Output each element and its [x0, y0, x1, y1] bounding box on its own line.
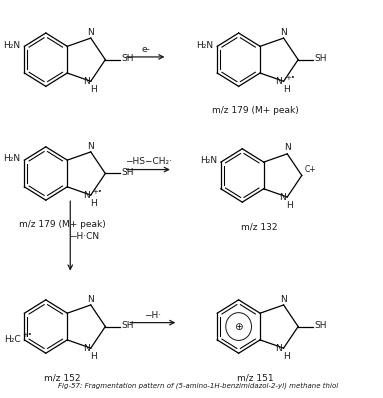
- Text: H₂N: H₂N: [3, 154, 21, 163]
- Text: H: H: [90, 352, 97, 361]
- Text: Fig-57: Fragmentation pattern of (5-amino-1H-benzimidazol-2-yl) methane thiol: Fig-57: Fragmentation pattern of (5-amin…: [58, 382, 339, 389]
- Text: ⊕: ⊕: [234, 322, 243, 332]
- Text: C+: C+: [304, 165, 316, 174]
- Text: m/z 132: m/z 132: [241, 222, 277, 231]
- Text: N: N: [276, 77, 282, 86]
- Text: SH: SH: [121, 168, 134, 177]
- Text: SH: SH: [314, 321, 327, 330]
- Text: −HS−CH₂·: −HS−CH₂·: [124, 157, 172, 166]
- Text: H₂N: H₂N: [196, 41, 213, 49]
- Text: −H·CN: −H·CN: [69, 232, 99, 241]
- Text: H₂N: H₂N: [3, 41, 21, 49]
- Text: N: N: [279, 193, 286, 201]
- Text: H: H: [283, 352, 290, 361]
- Text: N: N: [83, 343, 90, 353]
- Text: H: H: [286, 201, 293, 210]
- Text: H₂C: H₂C: [4, 336, 21, 344]
- Text: m/z 179 (M+ peak): m/z 179 (M+ peak): [19, 220, 106, 229]
- Text: +•: +•: [285, 75, 295, 81]
- Text: N: N: [83, 191, 90, 199]
- Text: N: N: [83, 77, 90, 86]
- Text: N: N: [87, 28, 94, 37]
- Text: N: N: [87, 142, 94, 150]
- Text: m/z 151: m/z 151: [237, 373, 273, 382]
- Text: H₂N: H₂N: [200, 156, 217, 165]
- Text: N: N: [276, 343, 282, 353]
- Text: H: H: [90, 85, 97, 94]
- Text: N: N: [284, 144, 291, 152]
- Text: −H·: −H·: [144, 312, 161, 320]
- Text: N: N: [87, 295, 94, 304]
- Text: N: N: [280, 295, 287, 304]
- Text: +•: +•: [23, 332, 33, 338]
- Text: m/z 179 (M+ peak): m/z 179 (M+ peak): [212, 106, 299, 115]
- Text: SH: SH: [121, 321, 134, 330]
- Text: N: N: [280, 28, 287, 37]
- Text: SH: SH: [314, 54, 327, 63]
- Text: m/z 152: m/z 152: [44, 373, 81, 382]
- Text: e-: e-: [141, 45, 150, 54]
- Text: H: H: [90, 199, 97, 208]
- Text: +•: +•: [92, 189, 102, 195]
- Text: SH: SH: [121, 54, 134, 63]
- Text: H: H: [283, 85, 290, 94]
